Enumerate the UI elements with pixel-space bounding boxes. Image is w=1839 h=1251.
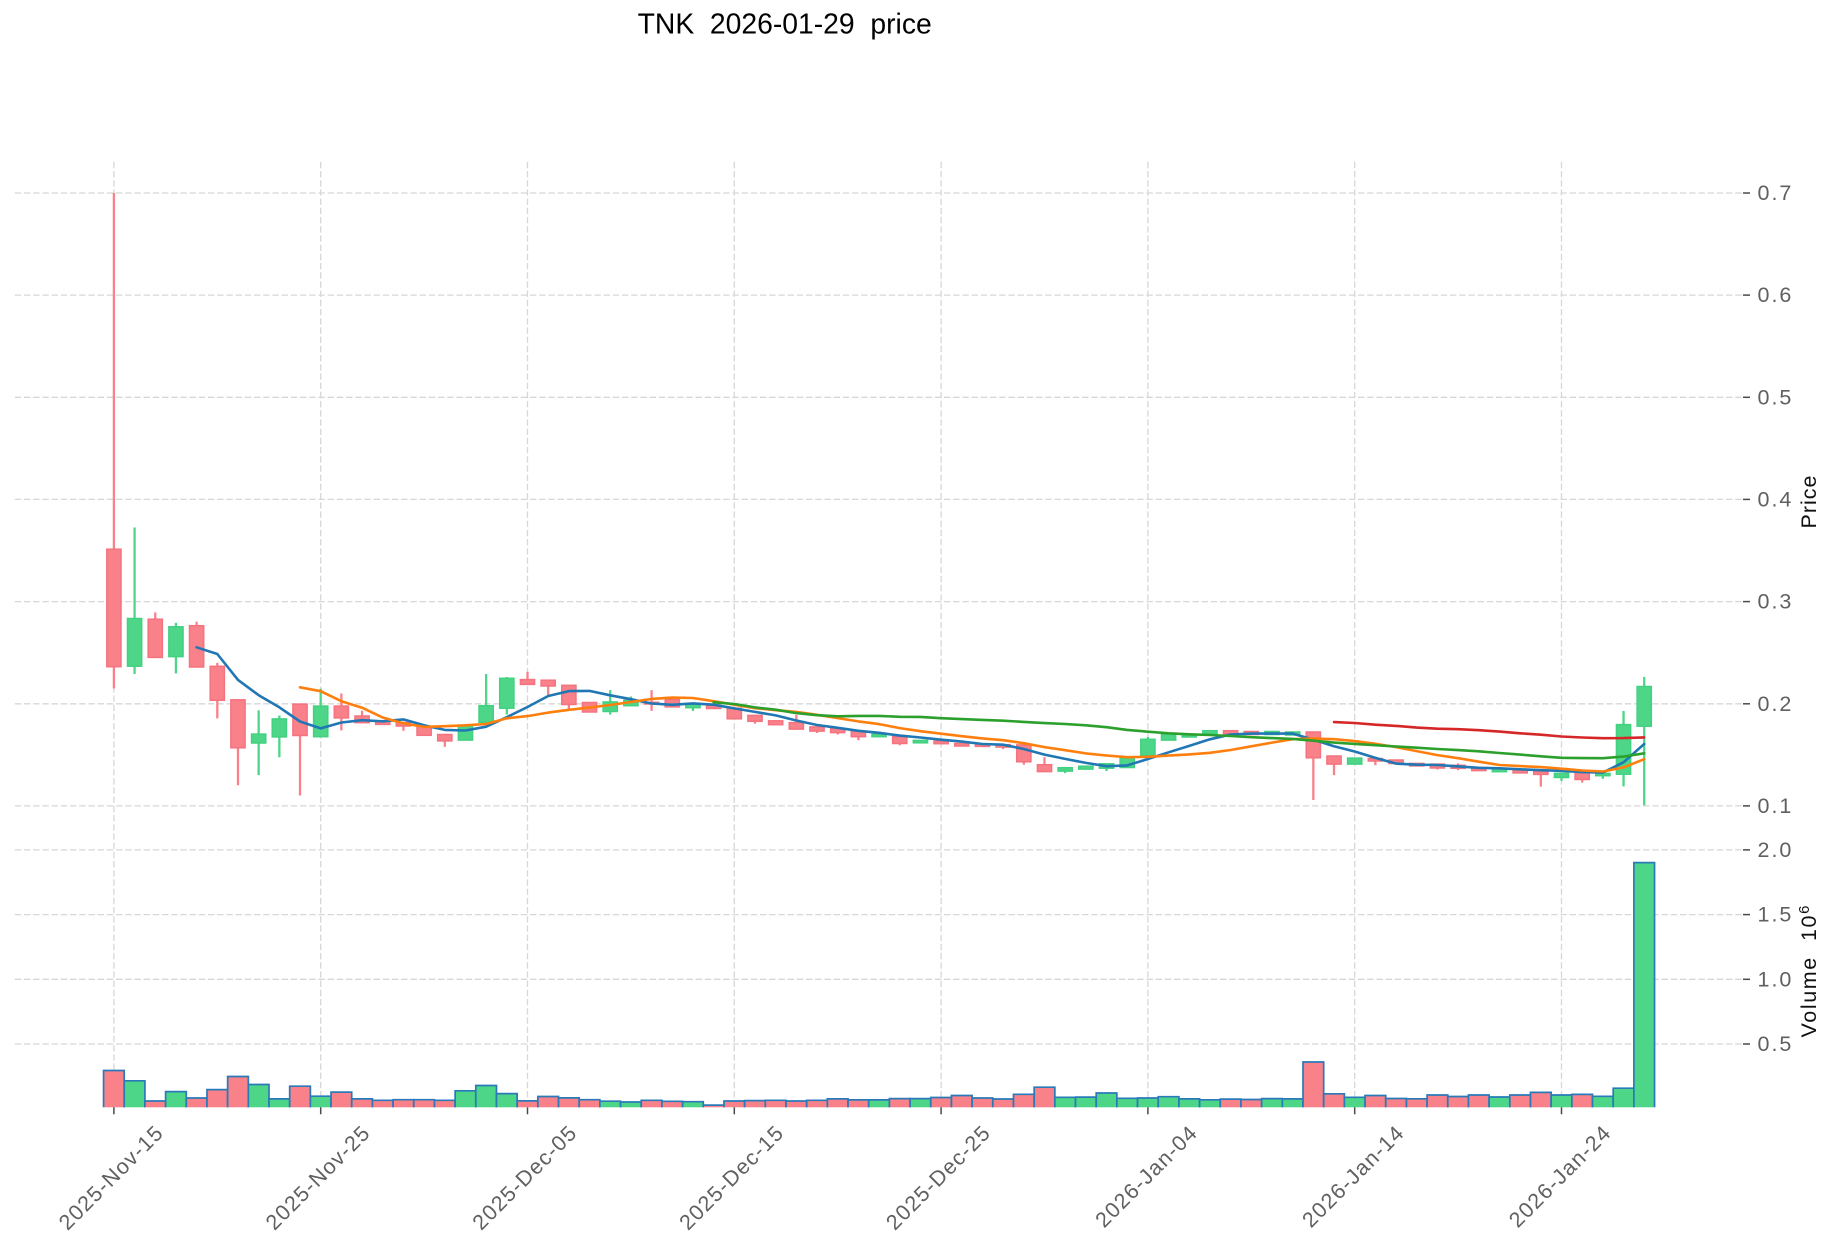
svg-text:1.0: 1.0 [1758,967,1794,991]
svg-text:0.5: 0.5 [1758,1032,1794,1056]
svg-text:0.2: 0.2 [1758,692,1794,716]
svg-text:0.5: 0.5 [1758,385,1794,409]
svg-text:0.6: 0.6 [1758,283,1794,307]
svg-text:1.5: 1.5 [1758,903,1794,927]
svg-text:0.4: 0.4 [1758,487,1794,511]
svg-text:0.1: 0.1 [1758,794,1794,818]
svg-text:Volume 106: Volume 106 [1796,904,1821,1038]
svg-text:0.7: 0.7 [1758,181,1794,205]
svg-text:0.3: 0.3 [1758,590,1794,614]
svg-text:TNK 2026-01-29 price: TNK 2026-01-29 price [638,7,932,39]
svg-text:2.0: 2.0 [1758,838,1794,862]
svg-text:Price: Price [1797,475,1821,529]
